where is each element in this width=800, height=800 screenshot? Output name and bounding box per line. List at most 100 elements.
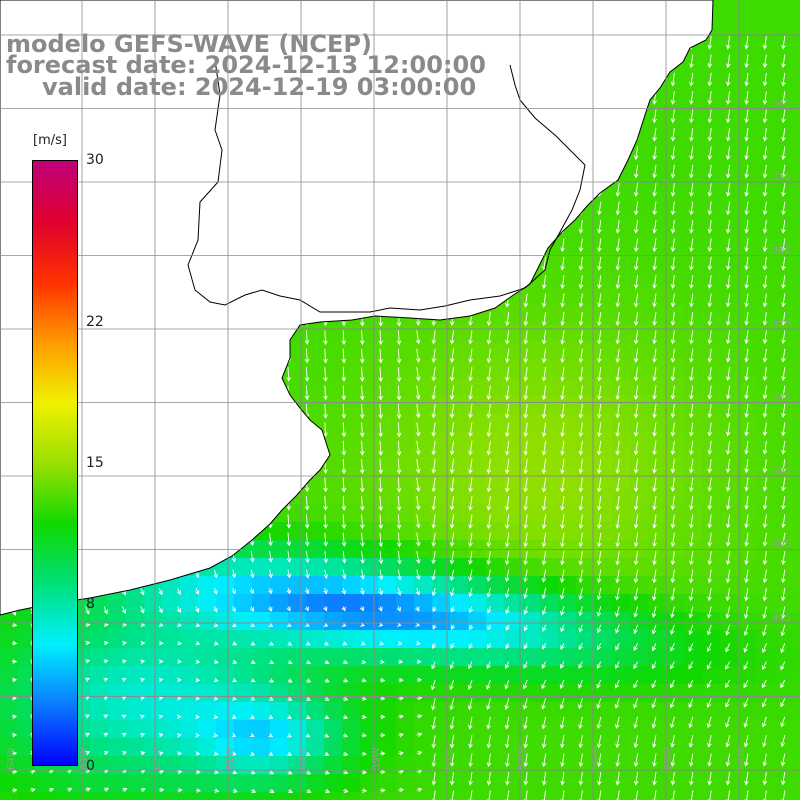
wind-arrow (398, 696, 404, 701)
wind-arrow (707, 109, 713, 124)
wind-arrow (597, 771, 602, 786)
speed-cell (360, 684, 379, 703)
speed-cell (144, 648, 163, 667)
wind-arrow (378, 385, 383, 401)
wind-arrow (359, 495, 365, 511)
speed-cell (666, 234, 685, 253)
wind-arrow (597, 642, 602, 651)
wind-arrow (158, 640, 164, 646)
wind-arrow (707, 495, 713, 511)
speed-cell (684, 720, 703, 739)
wind-arrow (615, 753, 620, 768)
wind-arrow (744, 201, 749, 216)
speed-cell (486, 792, 505, 800)
wind-arrow (560, 735, 565, 749)
speed-cell (414, 342, 433, 361)
speed-cell (288, 558, 307, 577)
speed-cell (504, 432, 523, 451)
speed-cell (648, 630, 667, 649)
speed-cell (738, 702, 757, 721)
wind-arrow (541, 440, 547, 456)
wind-arrow (670, 367, 676, 382)
wind-arrow (304, 348, 310, 364)
speed-cell (702, 288, 721, 307)
wind-arrow (725, 569, 731, 584)
wind-arrow (213, 641, 219, 646)
wind-arrow (341, 587, 347, 595)
speed-cell (666, 576, 685, 595)
wind-arrow (652, 422, 657, 437)
wind-arrow (398, 714, 404, 719)
speed-cell (324, 414, 343, 433)
wind-arrow (652, 495, 657, 511)
speed-cell (468, 594, 487, 613)
wind-arrow (651, 661, 657, 670)
wind-arrow (250, 659, 256, 665)
speed-cell (684, 774, 703, 793)
wind-arrow (360, 532, 365, 548)
wind-arrow (541, 385, 547, 401)
speed-cell (180, 594, 199, 613)
wind-arrow (762, 348, 768, 363)
speed-cell (234, 648, 253, 667)
speed-cell (774, 414, 793, 433)
wind-arrow (379, 659, 385, 665)
wind-arrow (449, 330, 455, 345)
speed-cell (306, 594, 325, 613)
wind-arrow (541, 477, 547, 493)
wind-arrow (486, 459, 492, 475)
wind-arrow (781, 238, 786, 253)
wind-arrow (597, 238, 602, 253)
wind-arrow (615, 495, 621, 511)
wind-arrow (195, 606, 200, 613)
wind-arrow (670, 551, 676, 566)
speed-cell (558, 720, 577, 739)
wind-arrow (486, 790, 492, 800)
wind-arrow (250, 678, 256, 683)
wind-arrow (159, 787, 165, 793)
wind-arrow (762, 440, 768, 455)
speed-cell (648, 108, 667, 127)
wind-arrow (560, 569, 565, 583)
speed-cell (324, 378, 343, 397)
lon-label: 54W (736, 747, 747, 770)
speed-cell (108, 648, 127, 667)
wind-arrow (504, 587, 510, 599)
speed-cell (666, 198, 685, 217)
wind-arrow (670, 348, 676, 363)
wind-arrow (416, 569, 421, 581)
speed-cell (270, 648, 289, 667)
wind-arrow (707, 72, 713, 87)
lat-label: 37S (772, 319, 791, 330)
wind-arrow (670, 679, 675, 689)
speed-cell (450, 738, 469, 757)
speed-cell (432, 378, 451, 397)
speed-cell (180, 792, 199, 800)
wind-arrow (633, 661, 638, 670)
wind-arrow (781, 790, 786, 800)
wind-arrow (361, 733, 367, 738)
speed-cell (288, 612, 307, 631)
speed-cell (126, 738, 145, 757)
wind-arrow (195, 732, 201, 738)
speed-cell (504, 450, 523, 469)
wind-arrow (432, 642, 437, 649)
speed-cell (666, 396, 685, 415)
wind-arrow (670, 127, 676, 142)
wind-arrow (744, 367, 749, 382)
speed-cell (0, 630, 19, 649)
wind-arrow (396, 622, 402, 627)
wind-arrow (268, 714, 274, 719)
wind-arrow (688, 716, 694, 729)
wind-arrow (467, 698, 473, 711)
speed-cell (756, 612, 775, 631)
wind-arrow (415, 348, 421, 363)
wind-arrow (707, 532, 713, 547)
speed-cell (522, 558, 541, 577)
speed-cell (576, 252, 595, 271)
wind-arrow (633, 643, 639, 652)
speed-cell (180, 630, 199, 649)
wind-arrow (341, 367, 347, 382)
wind-arrow (505, 753, 510, 768)
